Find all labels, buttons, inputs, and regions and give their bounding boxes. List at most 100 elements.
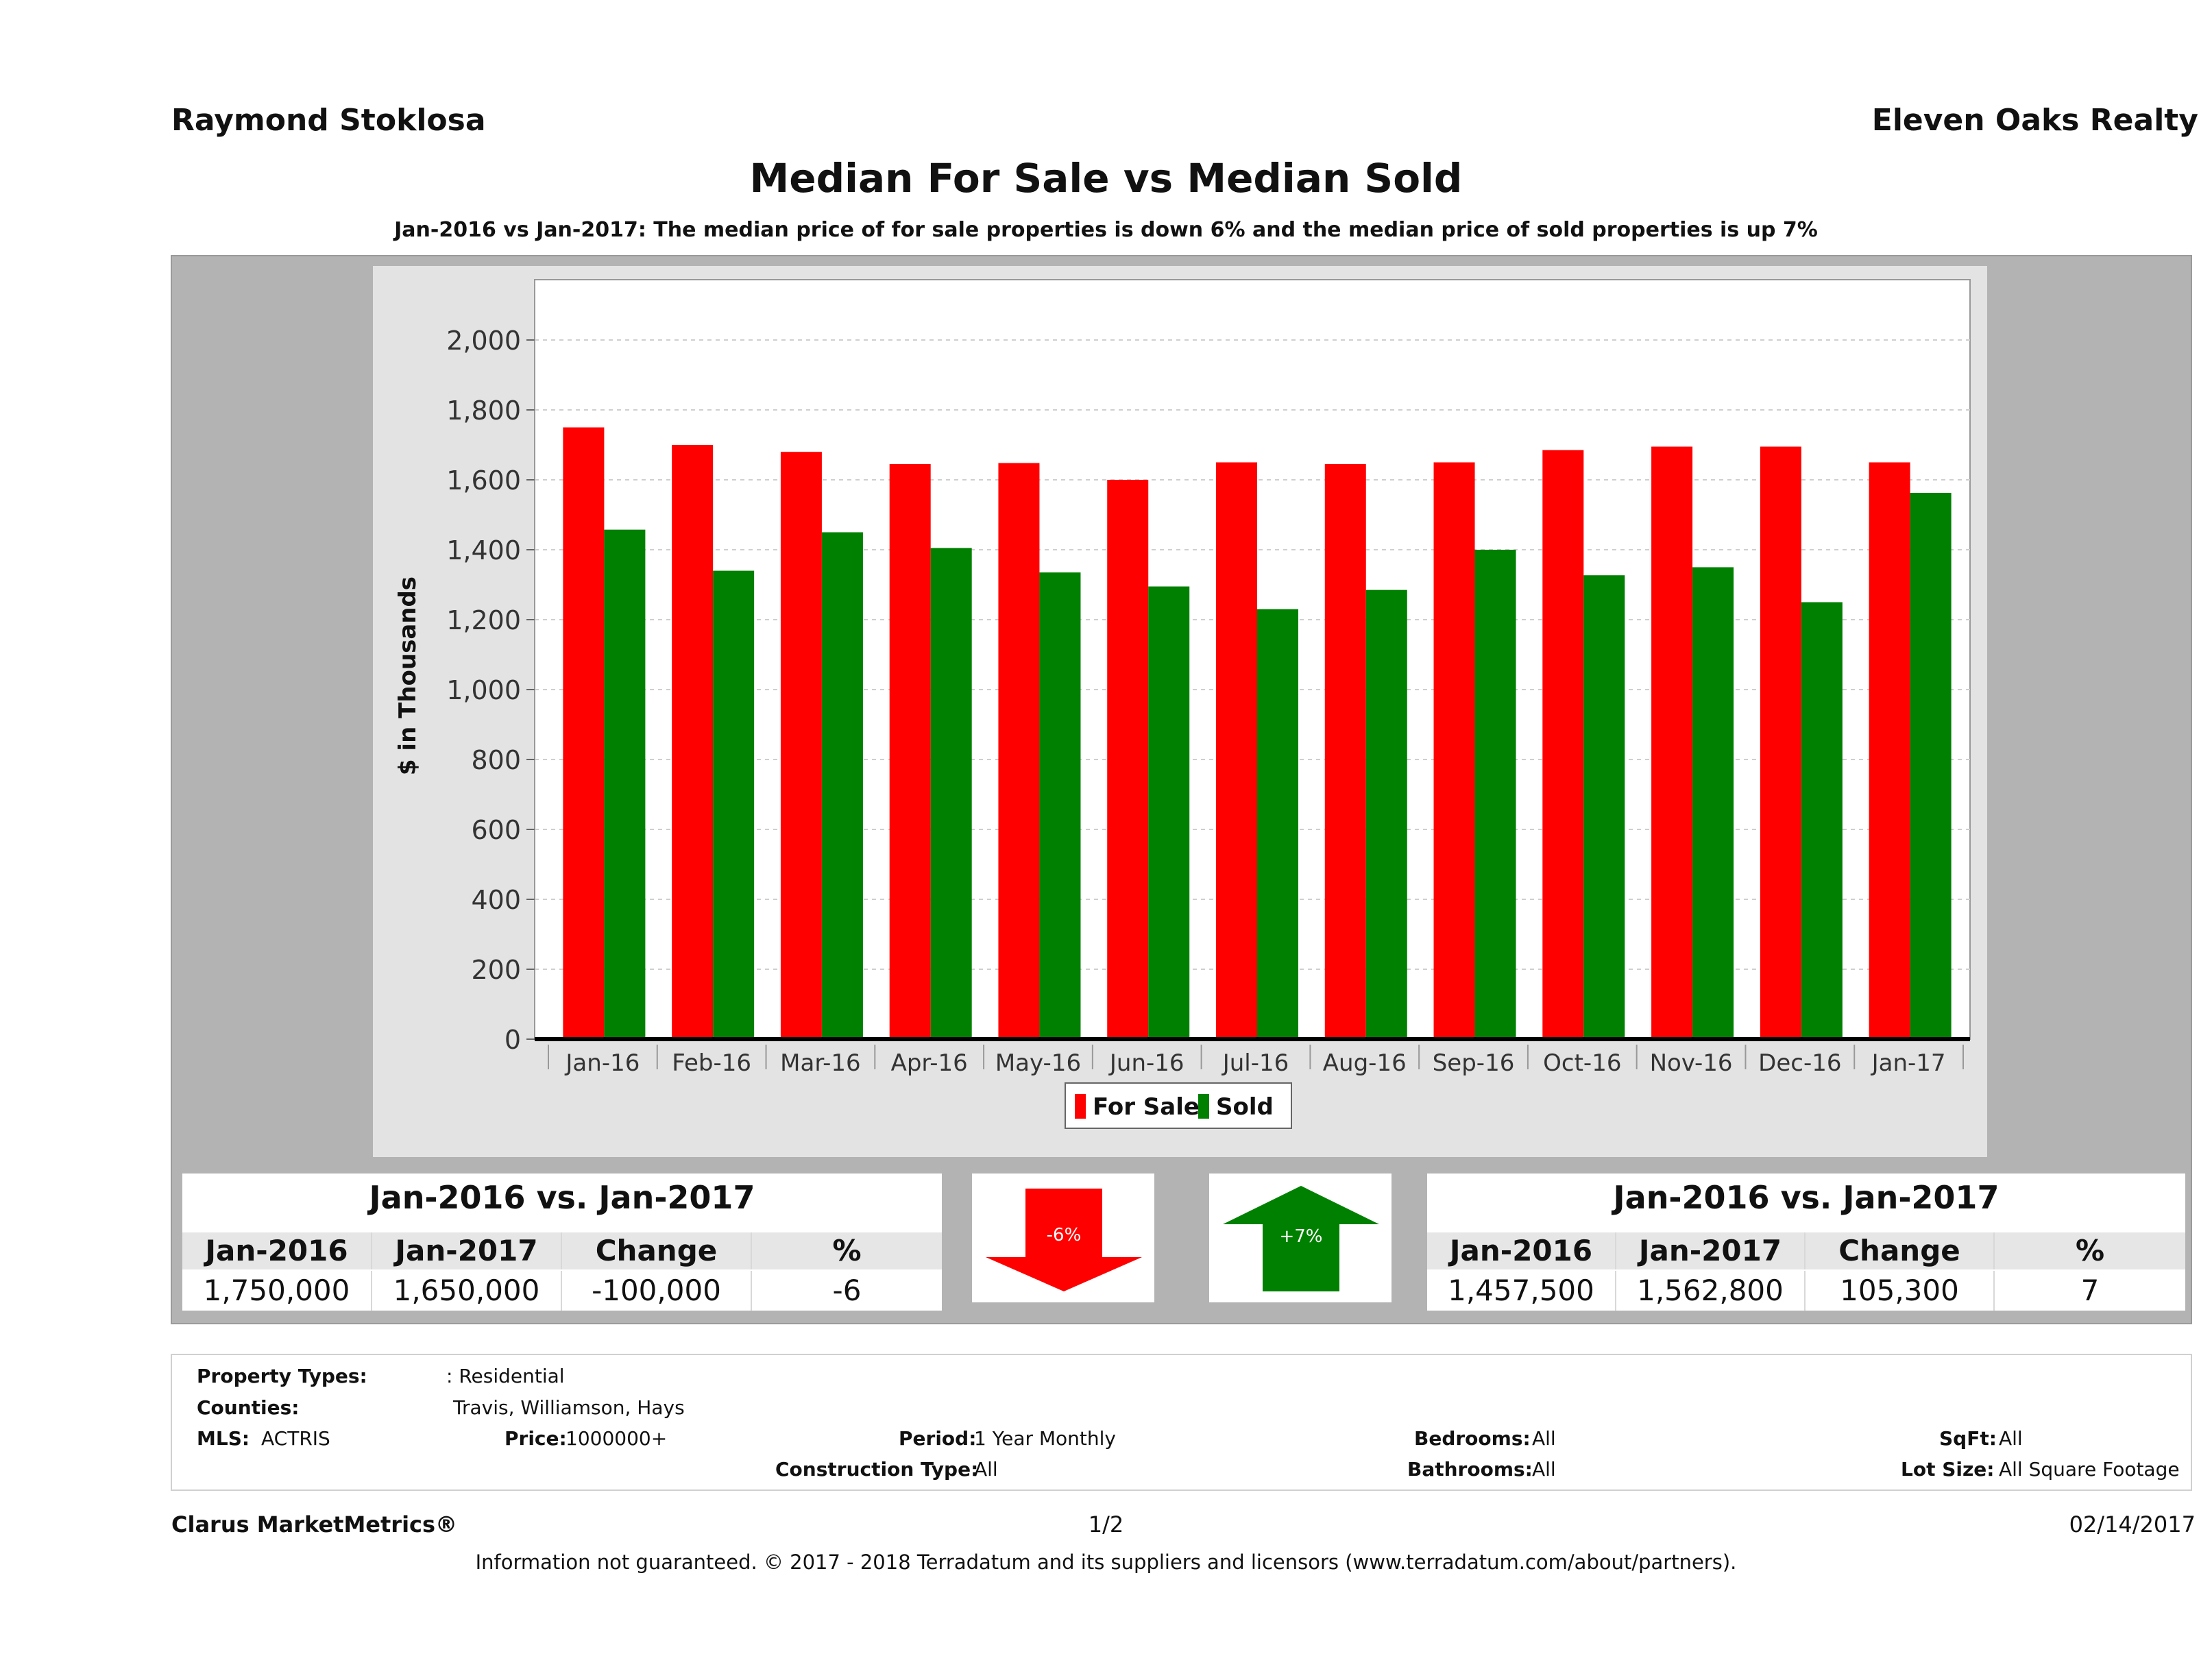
sold-summary-values: 1,457,500 1,562,800 105,300 7 (1427, 1271, 2185, 1311)
x-tick-label: Jun-16 (1108, 1049, 1184, 1077)
lot-size-label: Lot Size: (1901, 1458, 1995, 1481)
legend-box (1065, 1082, 1292, 1129)
for-sale-summary: Jan-2016 vs. Jan-2017 Jan-2016 Jan-2017 … (182, 1174, 942, 1311)
sold-change-indicator: +7% (1209, 1174, 1391, 1302)
header-jan-2016: Jan-2016 (182, 1232, 372, 1269)
legend-label: Sold (1216, 1093, 1274, 1121)
company-name: Eleven Oaks Realty (1871, 103, 2198, 138)
header-percent: % (832, 1234, 862, 1267)
bar-for-sale (672, 445, 714, 1039)
for-sale-change-label: -6% (1047, 1225, 1082, 1245)
sold-summary-header: Jan-2016 Jan-2017 Change % (1427, 1232, 2185, 1269)
y-tick-label: 1,400 (446, 535, 521, 566)
footer-brand: Clarus MarketMetrics® (171, 1511, 458, 1537)
bar-for-sale (1760, 446, 1801, 1039)
bedrooms-value: All (1532, 1427, 1556, 1450)
x-tick-label: Nov-16 (1650, 1049, 1733, 1077)
y-tick-label: 0 (505, 1025, 521, 1055)
counties-label: Counties: (197, 1396, 300, 1419)
bar-sold (1257, 609, 1298, 1039)
sold-summary-title: Jan-2016 vs. Jan-2017 (1613, 1179, 2000, 1216)
mls-value: ACTRIS (261, 1427, 330, 1450)
sqft-value: All (1999, 1427, 2023, 1450)
x-tick-label: Sep-16 (1433, 1049, 1515, 1077)
bar-sold (1583, 575, 1625, 1039)
property-types-value: : Residential (446, 1365, 565, 1387)
x-tick-label: Dec-16 (1758, 1049, 1841, 1077)
x-tick-label: Oct-16 (1543, 1049, 1621, 1077)
value-jan-2016: 1,457,500 (1427, 1271, 1616, 1311)
header-change: Change (562, 1232, 752, 1269)
bar-sold (1148, 586, 1190, 1039)
bar-for-sale (998, 463, 1040, 1039)
bar-for-sale (1433, 462, 1475, 1039)
header-change: Change (1806, 1232, 1995, 1269)
header-jan-2017: Jan-2017 (1616, 1232, 1806, 1269)
legend-label: For Sale (1093, 1093, 1200, 1121)
y-tick-label: 1,800 (446, 396, 521, 426)
y-axis-label: $ in Thousands (394, 576, 422, 775)
legend-swatch (1075, 1094, 1086, 1119)
bar-for-sale (1324, 464, 1366, 1039)
period-label: Period: (899, 1427, 977, 1450)
mls-label: MLS: (197, 1427, 250, 1450)
for-sale-summary-values: 1,750,000 1,650,000 -100,000 -6 (182, 1271, 942, 1311)
header-jan-2016: Jan-2016 (1427, 1232, 1616, 1269)
value-change: 105,300 (1806, 1271, 1995, 1311)
x-tick-label: Jul-16 (1222, 1049, 1289, 1077)
for-sale-summary-header: Jan-2016 Jan-2017 Change % (182, 1232, 942, 1269)
value-jan-2017: 1,562,800 (1616, 1271, 1806, 1311)
agent-name: Raymond Stoklosa (171, 103, 486, 138)
bar-for-sale (1869, 462, 1910, 1039)
bar-for-sale (1542, 450, 1584, 1039)
y-tick-label: 1,600 (446, 465, 521, 496)
y-tick-label: 600 (471, 815, 521, 845)
filter-criteria: Property Types: : Residential Counties: … (171, 1354, 2192, 1491)
for-sale-summary-title: Jan-2016 vs. Jan-2017 (369, 1179, 755, 1216)
sqft-label: SqFt: (1939, 1427, 1997, 1450)
bar-sold (604, 529, 646, 1039)
y-tick-label: 2,000 (446, 326, 521, 356)
period-value: 1 Year Monthly (974, 1427, 1117, 1450)
bar-sold (1692, 567, 1734, 1039)
header-percent: % (2075, 1234, 2105, 1267)
bar-sold (1910, 492, 1952, 1039)
construction-type-value: All (974, 1458, 998, 1481)
bedrooms-label: Bedrooms: (1414, 1427, 1531, 1450)
y-tick-label: 400 (471, 885, 521, 915)
page-number: 1/2 (1088, 1511, 1124, 1537)
bar-sold (1365, 589, 1407, 1039)
value-jan-2017: 1,650,000 (372, 1271, 562, 1311)
bathrooms-value: All (1532, 1458, 1556, 1481)
for-sale-change-indicator: -6% (972, 1174, 1154, 1302)
header-jan-2017: Jan-2017 (372, 1232, 562, 1269)
value-jan-2016: 1,750,000 (182, 1271, 372, 1311)
x-tick-label: May-16 (995, 1049, 1081, 1077)
bar-chart: 0 200 400 600 800 1,000 1,200 1,400 1,600 1,800 2,… (394, 279, 1971, 1129)
arrow-down-icon: -6% (986, 1189, 1142, 1291)
bar-sold (930, 548, 972, 1039)
construction-type-label: Construction Type: (775, 1458, 979, 1481)
bar-for-sale (1107, 480, 1149, 1039)
chart-title: Median For Sale vs Median Sold (749, 155, 1463, 202)
bar-sold (1474, 550, 1516, 1039)
bar-sold (713, 570, 755, 1039)
legend-swatch (1198, 1094, 1209, 1119)
sold-summary: Jan-2016 vs. Jan-2017 Jan-2016 Jan-2017 … (1427, 1174, 2185, 1311)
chart-subtitle: Jan-2016 vs Jan-2017: The median price o… (394, 218, 1818, 242)
bar-for-sale (889, 464, 931, 1039)
bathrooms-label: Bathrooms: (1407, 1458, 1533, 1481)
value-percent: -6 (832, 1274, 862, 1307)
x-tick-label: Jan-16 (564, 1049, 640, 1077)
report-date: 02/14/2017 (2069, 1511, 2196, 1537)
x-tick-label: Apr-16 (891, 1049, 968, 1077)
bar-for-sale (563, 427, 605, 1039)
y-tick-label: 1,000 (446, 675, 521, 705)
x-tick-label: Feb-16 (672, 1049, 751, 1077)
property-types-label: Property Types: (197, 1365, 367, 1387)
counties-value: Travis, Williamson, Hays (453, 1396, 685, 1419)
x-tick-label: Mar-16 (780, 1049, 861, 1077)
x-tick-label: Jan-17 (1871, 1049, 1946, 1077)
chart-area: 0 200 400 600 800 1,000 1,200 1,400 1,600 1,800 2,… (373, 266, 1987, 1157)
price-label: Price: (505, 1427, 567, 1450)
